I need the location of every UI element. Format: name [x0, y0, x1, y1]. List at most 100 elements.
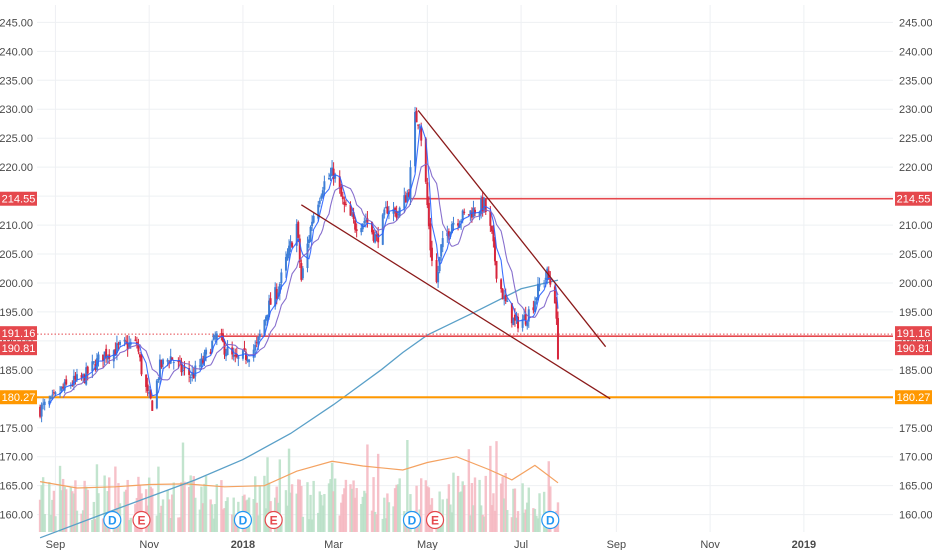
candle-body [83, 374, 86, 383]
candle-body [409, 167, 412, 200]
volume-bar [275, 486, 278, 532]
volume-bar [167, 499, 171, 532]
volume-bar [535, 515, 538, 532]
volume-bar [344, 479, 348, 532]
volume-bar [124, 489, 128, 532]
volume-bar [338, 515, 341, 532]
candle-body [289, 241, 292, 246]
left-axis-tick-label: 160.00 [0, 510, 33, 522]
volume-bar [212, 518, 215, 532]
volume-bar [343, 488, 346, 532]
candle-body [546, 268, 549, 281]
volume-bar [101, 518, 105, 532]
volume-bar [155, 515, 159, 532]
earnings-marker [132, 510, 151, 530]
right-axis-tick-label: 240.00 [899, 46, 932, 58]
volume-bar [499, 483, 503, 532]
volume-bar [384, 518, 388, 532]
candle-body [300, 263, 303, 280]
volume-bar [452, 472, 455, 532]
volume-bar [333, 478, 337, 532]
candle-body [62, 386, 65, 389]
candle-body [52, 392, 55, 394]
candle-body [117, 343, 120, 345]
volume-bar [481, 514, 484, 532]
volume-bar [298, 479, 301, 532]
candle-body [512, 317, 515, 325]
volume-bar [376, 453, 380, 532]
candle-body [181, 369, 184, 371]
candle-body [312, 215, 315, 223]
volume-bar [97, 493, 100, 532]
candle-body [381, 214, 384, 245]
volume-bar [398, 478, 401, 532]
candle-body [268, 300, 271, 318]
candle-body [266, 314, 269, 320]
left-axis-tick-label: 170.00 [0, 452, 33, 464]
time-axis-tick-label: Sep [607, 539, 627, 550]
volume-bar [392, 506, 395, 532]
volume-bar [63, 486, 66, 532]
candle-body [194, 365, 197, 377]
candle-body [146, 384, 149, 392]
volume-bar [48, 482, 51, 532]
candle-body [243, 348, 246, 350]
candle-body [192, 374, 195, 379]
volume-bar [312, 480, 315, 532]
volume-bar [267, 482, 271, 532]
candle-body [321, 190, 324, 198]
candle-body [43, 401, 46, 406]
volume-bar [252, 499, 255, 532]
level-tag-left-text: 180.27 [2, 392, 36, 404]
candle-body [478, 211, 481, 217]
candle-body [364, 220, 367, 222]
candle-body [420, 128, 423, 141]
dividend-marker [103, 510, 122, 530]
candle-body [403, 195, 406, 209]
candle-body [526, 322, 529, 327]
volume-bar [426, 486, 429, 532]
candle-body [211, 340, 214, 352]
candle-body [60, 386, 63, 391]
candle-body [406, 192, 409, 201]
volume-bar [489, 445, 492, 532]
candle-body [383, 209, 386, 215]
dividend-marker-label: D [546, 514, 555, 528]
volume-bar [192, 476, 195, 532]
volume-bar [513, 488, 517, 532]
volume-bar [495, 441, 498, 532]
candle-body [317, 204, 320, 219]
level-tag-180-27: 180.27 180.27 [0, 390, 932, 405]
volume-bar [83, 480, 86, 532]
candle-body [500, 279, 503, 289]
volume-bar [479, 505, 483, 532]
candle-body [215, 333, 218, 340]
volume-bar [363, 490, 366, 532]
volume-bar [538, 493, 541, 532]
earnings-marker-label: E [270, 514, 278, 528]
volume-bar [393, 488, 397, 532]
time-axis-tick-label: Mar [324, 539, 343, 550]
volume-bar [290, 484, 294, 532]
candle-body [112, 350, 115, 362]
candle-body [138, 354, 141, 358]
candle-body [114, 349, 117, 356]
volume-bar [230, 514, 234, 532]
level-tag-right-text: 180.27 [897, 392, 931, 404]
volume-bar [278, 459, 282, 532]
candle-body [157, 378, 160, 380]
volume-bar [463, 485, 466, 532]
candle-body [212, 334, 215, 340]
candle-body [449, 232, 452, 237]
candle-body [246, 359, 249, 361]
candle-body [102, 354, 105, 362]
volume-bar [117, 483, 120, 532]
candle-body [264, 316, 267, 321]
candle-body [248, 359, 251, 363]
volume-bar [64, 489, 68, 532]
candle-body [151, 400, 154, 411]
candle-body [54, 392, 57, 394]
candle-body [418, 126, 421, 128]
